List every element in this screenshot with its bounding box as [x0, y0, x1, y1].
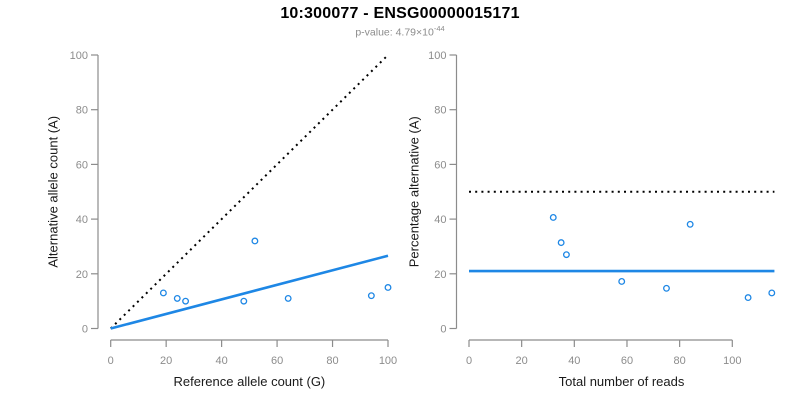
y-tick-label: 40: [76, 214, 88, 226]
x-tick-label: 0: [466, 355, 472, 367]
data-point: [240, 297, 248, 305]
data-point: [768, 289, 776, 297]
data-point: [663, 284, 670, 292]
x-tick-label: 60: [271, 355, 283, 367]
x-axis-title: Total number of reads: [559, 374, 685, 389]
y-tick-label: 60: [76, 159, 88, 171]
x-tick-label: 20: [160, 355, 172, 367]
y-tick-label: 80: [76, 105, 88, 117]
plot-title: 10:300077 - ENSG00000015171: [280, 5, 520, 22]
data-point: [744, 294, 752, 302]
data-point: [284, 294, 292, 302]
y-tick-label: 80: [434, 105, 446, 117]
pvalue-subtitle: p-value: 4.79×10-44: [0, 24, 800, 39]
y-tick-label: 0: [440, 324, 446, 336]
y-axis-title: Percentage alternative (A): [407, 116, 422, 267]
y-tick-label: 60: [434, 159, 446, 171]
data-point: [367, 292, 375, 300]
x-tick-label: 80: [326, 355, 338, 367]
y-tick-label: 100: [428, 50, 446, 62]
pvalue-exponent: -44: [433, 24, 445, 33]
data-point: [549, 214, 557, 221]
right-scatter-plot: 0 20 40 60 80 100 0 20 40 60 80 100 Total number of …: [407, 50, 776, 389]
figure-header: 10:300077 - ENSG00000015171 p-value: 4.7…: [0, 0, 800, 39]
data-point: [159, 289, 167, 297]
data-point: [618, 278, 626, 285]
y-tick-label: 100: [70, 50, 88, 62]
x-tick-label: 0: [108, 355, 114, 367]
left-scatter-plot: 0 20 40 60 80 100 0 20 40 60 80 100 Reference allele…: [46, 50, 398, 389]
identity-reference-line: [109, 54, 389, 330]
y-tick-label: 40: [434, 214, 446, 226]
pvalue-text: p-value: 4.79×10: [355, 26, 434, 39]
x-tick-label: 80: [674, 355, 686, 367]
x-tick-label: 20: [516, 355, 528, 367]
x-axis-title: Reference allele count (G): [174, 374, 326, 389]
x-tick-label: 60: [621, 355, 633, 367]
x-tick-label: 100: [723, 355, 741, 367]
y-tick-label: 20: [76, 269, 88, 281]
data-point: [182, 297, 190, 305]
data-point: [251, 237, 259, 245]
x-tick-label: 40: [215, 355, 227, 367]
data-point: [562, 251, 570, 259]
y-axis-title: Alternative allele count (A): [46, 116, 61, 268]
y-tick-label: 0: [82, 324, 88, 336]
fit-line: [110, 254, 389, 330]
x-tick-label: 100: [379, 355, 397, 367]
y-tick-label: 20: [434, 269, 446, 281]
data-point: [384, 284, 392, 291]
x-tick-label: 40: [568, 355, 580, 367]
data-point: [557, 239, 565, 247]
data-point: [686, 220, 694, 228]
data-point: [173, 294, 181, 302]
